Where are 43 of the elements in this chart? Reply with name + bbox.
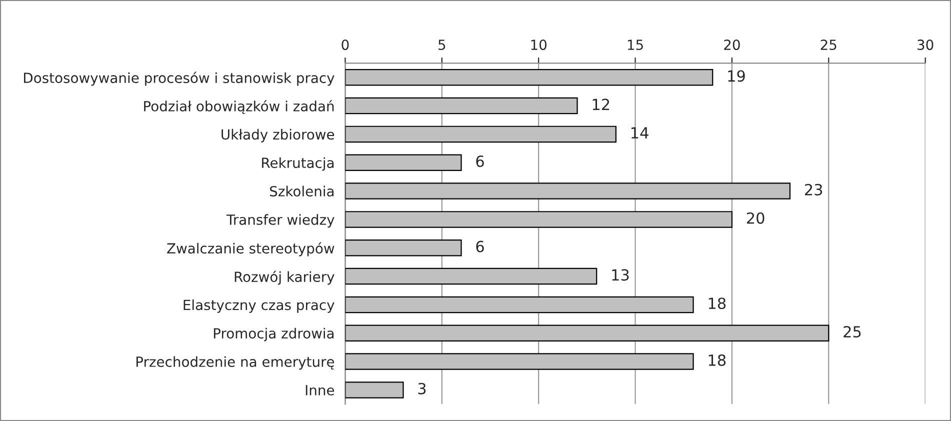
y-tick-label: Rekrutacja [262, 157, 334, 171]
bar [345, 154, 462, 171]
data-label: 14 [632, 127, 648, 138]
y-tick-label: Dostosowywanie procesów i stanowisk pracy [24, 72, 334, 86]
bar [345, 268, 598, 285]
data-label: 20 [746, 212, 764, 224]
x-tick-label: 0 [342, 40, 349, 50]
bar [345, 97, 578, 114]
x-tick-label: 10 [531, 40, 546, 50]
y-tick-label: Promocja zdrowia [214, 328, 334, 342]
bar [345, 324, 830, 342]
x-tick-label: 5 [438, 40, 446, 50]
data-label: 18 [708, 298, 726, 310]
data-label: 3 [418, 382, 426, 394]
y-tick-label: Szkolenia [270, 186, 334, 197]
data-label: 6 [476, 240, 484, 252]
y-tick-label: Podział obowiązków i zadań [144, 100, 334, 114]
y-tick-label: Elastyczny czas pracy [184, 299, 334, 313]
data-label: 25 [844, 326, 861, 338]
data-label: 18 [708, 354, 726, 366]
y-tick-label: Przechodzenie na emeryturę [136, 356, 334, 370]
bar [345, 353, 694, 370]
x-tick-label: 30 [918, 40, 934, 50]
y-tick-label: Transfer wiedzy [226, 214, 334, 228]
data-label: 19 [728, 70, 745, 82]
bar [345, 126, 616, 143]
bar [345, 68, 714, 86]
data-label: 13 [612, 269, 629, 281]
data-label: 6 [476, 155, 484, 168]
data-label: 12 [592, 98, 610, 110]
bar [345, 182, 791, 200]
data-label: 23 [804, 184, 822, 196]
x-tick-label: 20 [724, 40, 740, 50]
bar [345, 239, 462, 256]
y-tick-label: Rozwój kariery [234, 270, 334, 285]
x-tick-label: 15 [628, 40, 643, 50]
y-tick-label: Inne [306, 385, 334, 396]
y-tick-label: Układy zbiorowe [222, 128, 334, 142]
bar [345, 296, 694, 314]
x-tick-label: 25 [820, 40, 836, 50]
y-tick-label: Zwalczanie stereotypów [167, 242, 334, 256]
bar [345, 211, 733, 228]
bar [345, 382, 404, 398]
